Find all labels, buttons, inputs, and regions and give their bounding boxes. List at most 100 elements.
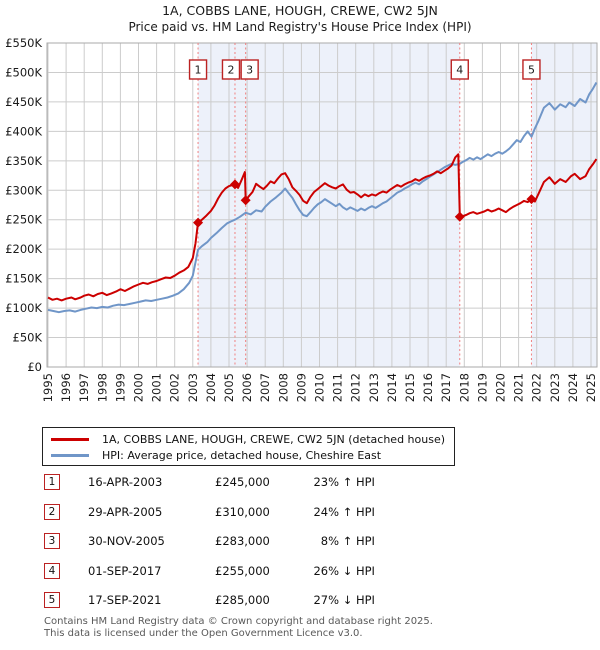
y-axis-tick-label: £50K [13, 331, 43, 345]
price-paid-series-line [47, 153, 598, 302]
footer: Contains HM Land Registry data © Crown c… [44, 616, 433, 639]
x-axis-tick-label: 2011 [331, 373, 345, 402]
sale-date: 16-APR-2003 [88, 475, 163, 489]
sale-date: 30-NOV-2005 [88, 534, 165, 548]
sale-number-badge: 3 [44, 533, 60, 549]
sale-marker-number: 3 [246, 64, 253, 77]
sale-marker-number: 5 [528, 64, 535, 77]
sale-hpi-percent: 8% [320, 534, 339, 548]
legend-box: 1A, COBBS LANE, HOUGH, CREWE, CW2 5JN (d… [42, 427, 455, 466]
sale-hpi-percent: 23% [313, 475, 339, 489]
sale-hpi-delta: 23% ↑ HPI [305, 475, 374, 489]
x-axis-tick-label: 2006 [240, 373, 254, 402]
sale-hpi-delta: 27% ↓ HPI [305, 593, 374, 607]
sale-marker-number: 2 [227, 64, 234, 77]
x-axis-tick-label: 2004 [204, 373, 218, 402]
hpi-series-swatch [51, 453, 89, 457]
table-row: 5 17-SEP-2021 £285,000 27% ↓ HPI [0, 592, 600, 612]
sale-price: £310,000 [215, 504, 270, 519]
sale-number-badge: 4 [44, 562, 60, 579]
x-axis-tick-label: 2010 [313, 373, 327, 402]
shaded-ownership-region [531, 43, 597, 367]
y-axis-tick-label: £400K [5, 124, 42, 138]
sale-hpi-delta: 26% ↓ HPI [305, 564, 374, 578]
sale-date: 01-SEP-2017 [88, 563, 162, 578]
x-axis-tick-label: 2018 [457, 373, 471, 402]
sale-point-diamond [229, 179, 240, 190]
sale-point-diamond [454, 211, 465, 222]
sale-hpi-delta: 24% ↑ HPI [305, 504, 374, 519]
page-title: 1A, COBBS LANE, HOUGH, CREWE, CW2 5JN [162, 3, 438, 18]
sale-price: £255,000 [215, 563, 270, 578]
sale-hpi-delta: 8% ↑ HPI [305, 534, 375, 548]
sale-point-diamond [240, 195, 251, 206]
x-axis-tick-label: 2020 [494, 373, 508, 402]
sale-date: 17-SEP-2021 [88, 593, 162, 607]
sale-price: £285,000 [215, 593, 270, 607]
table-row: 3 30-NOV-2005 £283,000 8% ↑ HPI [0, 533, 600, 553]
y-axis-tick-label: £350K [5, 154, 42, 168]
legend-entry-price: 1A, COBBS LANE, HOUGH, CREWE, CW2 5JN (d… [51, 431, 454, 447]
shaded-ownership-region [198, 43, 460, 367]
sale-marker-box [221, 59, 241, 80]
x-axis-tick-label: 2024 [566, 373, 580, 402]
x-axis-tick-label: 2009 [294, 373, 308, 402]
sale-number-badge: 1 [44, 474, 60, 490]
sale-price: £245,000 [215, 475, 270, 489]
x-axis-tick-label: 2002 [168, 373, 182, 402]
plot-border [46, 42, 598, 368]
legend-label-price: 1A, COBBS LANE, HOUGH, CREWE, CW2 5JN (d… [102, 432, 446, 446]
x-axis-tick-label: 2001 [150, 373, 164, 402]
sale-hpi-percent: 27% [313, 593, 339, 607]
x-axis-tick-label: 1995 [41, 373, 55, 402]
sale-marker-number: 1 [195, 64, 202, 77]
table-row: 1 16-APR-2003 £245,000 23% ↑ HPI [0, 474, 600, 494]
x-axis-tick-label: 2025 [584, 373, 598, 402]
price-series-swatch [51, 437, 89, 441]
x-axis-tick-label: 2016 [421, 373, 435, 402]
sale-price: £283,000 [215, 534, 270, 548]
legend-entry-hpi: HPI: Average price, detached house, Ches… [51, 447, 454, 463]
hpi-series-line [47, 82, 598, 314]
y-axis-tick-label: £300K [5, 183, 42, 197]
price-chart: 1 2 3 4 5£0£50K£100K£150K£200K£250K£300K£350… [5, 36, 598, 402]
sale-point-diamond [526, 194, 537, 205]
footer-line-2: This data is licensed under the Open Gov… [44, 627, 363, 639]
sale-marker-box [522, 59, 541, 80]
x-axis-tick-label: 2000 [132, 373, 146, 402]
sale-number-badge: 2 [44, 503, 60, 520]
x-axis-tick-label: 2021 [512, 373, 526, 402]
x-axis-tick-label: 2003 [186, 373, 200, 402]
y-axis-tick-label: £100K [5, 301, 42, 315]
footer-line-1: Contains HM Land Registry data © Crown c… [44, 616, 433, 627]
legend-label-hpi: HPI: Average price, detached house, Ches… [102, 448, 382, 462]
y-axis-tick-label: £500K [5, 65, 42, 79]
y-axis-tick-label: £250K [5, 213, 42, 227]
sale-point-diamond [193, 217, 204, 228]
y-axis-tick-label: £0 [27, 360, 42, 374]
x-axis-tick-label: 1997 [77, 373, 91, 402]
x-axis-tick-label: 2022 [530, 373, 544, 402]
y-axis-tick-label: £450K [5, 95, 42, 109]
x-axis-tick-label: 2012 [349, 373, 363, 402]
shaded-ownership-regions [198, 43, 597, 367]
x-axis-tick-label: 2019 [475, 373, 489, 402]
x-axis-tick-label: 1998 [95, 373, 109, 402]
sale-hpi-percent: 24% [313, 504, 339, 519]
y-axis-tick-label: £150K [5, 272, 42, 286]
x-axis-tick-label: 2015 [403, 373, 417, 402]
x-axis-tick-label: 2007 [258, 373, 272, 402]
x-axis-tick-label: 2008 [276, 373, 290, 402]
sale-marker-number: 4 [456, 64, 463, 77]
x-axis-tick-label: 2014 [385, 373, 399, 402]
grid [47, 42, 597, 368]
y-axis-tick-label: £200K [5, 242, 42, 256]
table-row: 2 29-APR-2005 £310,000 24% ↑ HPI [0, 503, 600, 524]
x-axis-tick-label: 2017 [439, 373, 453, 402]
x-axis-tick-label: 2023 [548, 373, 562, 402]
sale-date: 29-APR-2005 [88, 504, 163, 519]
page-subtitle: Price paid vs. HM Land Registry's House … [128, 20, 472, 34]
sale-number-badge: 5 [44, 592, 60, 608]
table-row: 4 01-SEP-2017 £255,000 26% ↓ HPI [0, 562, 600, 583]
sale-marker-box [188, 59, 208, 80]
